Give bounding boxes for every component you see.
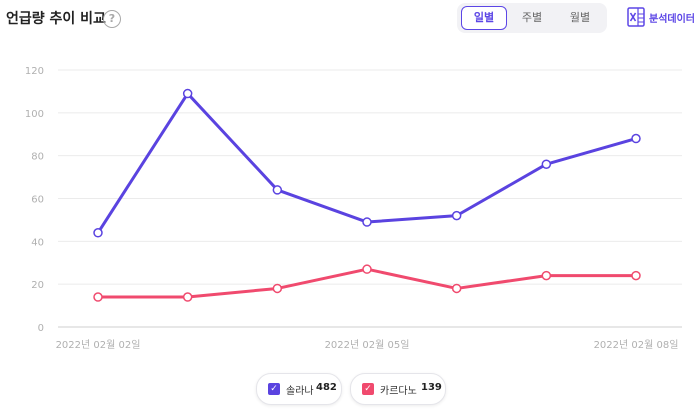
series-lines [93,88,641,302]
period-tabs: 일별 주별 월별 [457,3,607,33]
checkbox-icon: ✓ [268,383,280,395]
data-point[interactable] [631,270,641,281]
legend-count: 139 [421,382,442,393]
x-axis-ticks: 2022년 02월 02일 2022년 02월 05일 2022년 02월 08일 [56,339,679,351]
export-data-button[interactable]: 분석데이터 [627,7,695,27]
data-point[interactable] [93,292,103,302]
data-point[interactable] [272,283,283,294]
y-tick-label: 120 [25,66,44,77]
page-title: 언급량 추이 비교 [6,11,106,27]
data-point[interactable] [182,292,193,302]
legend-name: 솔라나 [286,386,314,397]
series-line [96,92,638,235]
data-point[interactable] [631,133,641,144]
x-tick-label: 2022년 02월 05일 [325,339,410,351]
help-icon[interactable]: ? [103,10,121,28]
x-tick-label: 2022년 02월 02일 [56,339,141,351]
data-point[interactable] [362,264,372,274]
export-label: 분석데이터 [649,14,695,25]
legend-count: 482 [316,382,337,393]
y-tick-label: 80 [31,152,44,163]
tab-daily[interactable]: 일별 [461,6,507,30]
data-point[interactable] [362,217,372,227]
legend-name: 카르다노 [380,386,417,397]
y-tick-label: 40 [31,237,44,248]
data-point[interactable] [451,283,462,294]
data-point[interactable] [541,270,552,281]
grid-lines [58,69,682,328]
legend-item-solana[interactable]: ✓ 솔라나 482 [256,373,342,405]
y-tick-label: 0 [38,323,44,334]
chart-header: 언급량 추이 비교 ? 일별 주별 월별 분석데이터 [0,0,700,40]
tab-monthly[interactable]: 월별 [569,11,591,24]
x-tick-label: 2022년 02월 08일 [594,339,679,351]
data-point[interactable] [182,88,193,99]
y-tick-label: 20 [31,280,44,291]
data-point[interactable] [541,159,552,169]
tab-weekly[interactable]: 주별 [521,11,543,24]
data-point[interactable] [272,185,283,195]
checkbox-icon: ✓ [362,383,374,395]
data-point[interactable] [451,210,462,221]
y-axis-ticks: 0 20 40 60 80 100 120 [25,66,44,334]
data-point[interactable] [93,228,103,238]
y-tick-label: 60 [31,195,44,206]
legend-item-cardano[interactable]: ✓ 카르다노 139 [350,373,446,405]
excel-icon [627,7,645,27]
chart-legend: ✓ 솔라나 482 ✓ 카르다노 139 [0,373,700,405]
y-tick-label: 100 [25,109,44,120]
